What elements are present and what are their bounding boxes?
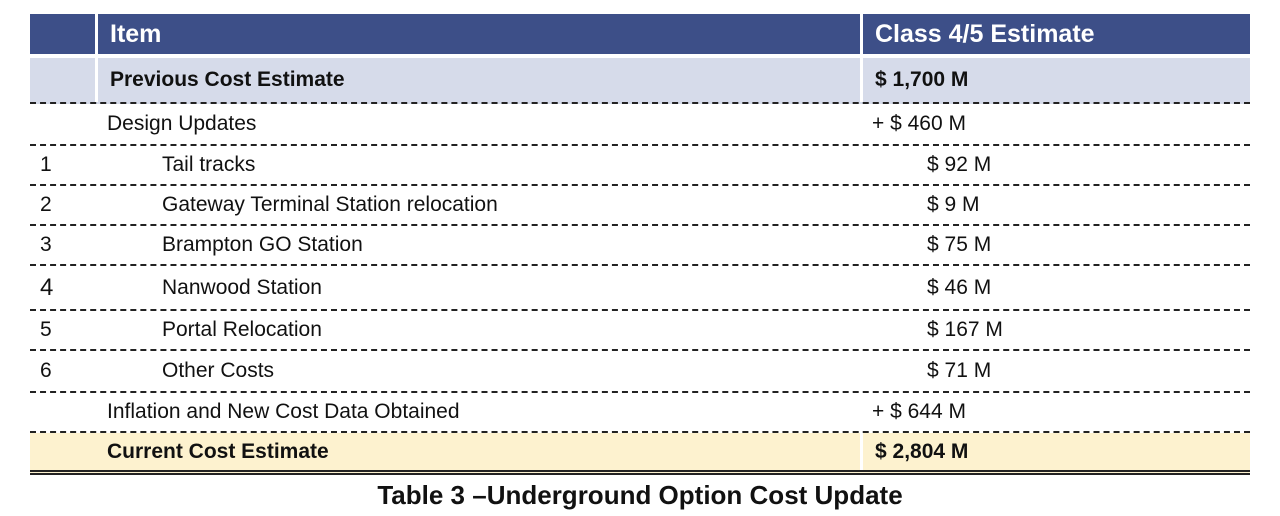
value-cell: $ 2,804 M xyxy=(860,433,1250,470)
table-row: 4 Nanwood Station $ 46 M xyxy=(30,266,1250,311)
table-row: 2 Gateway Terminal Station relocation $ … xyxy=(30,186,1250,226)
value-cell: $ 75 M xyxy=(927,233,992,256)
table-row: 3 Brampton GO Station $ 75 M xyxy=(30,226,1250,266)
value-cell: $ 71 M xyxy=(927,359,992,382)
value-cell: $ 92 M xyxy=(927,153,992,176)
value-cell: + $ 460 M xyxy=(872,112,966,135)
label-cell: Tail tracks xyxy=(162,153,256,176)
label-cell: Design Updates xyxy=(107,112,257,135)
num-cell: 6 xyxy=(40,359,52,382)
value-cell: $ 167 M xyxy=(927,318,1003,341)
design-updates-row: Design Updates + $ 460 M xyxy=(30,104,1250,146)
label-cell: Brampton GO Station xyxy=(162,233,363,256)
inflation-row: Inflation and New Cost Data Obtained + $… xyxy=(30,393,1250,433)
value-cell: $ 1,700 M xyxy=(860,58,1250,102)
label-cell: Nanwood Station xyxy=(162,275,322,299)
num-cell xyxy=(30,58,95,102)
label-cell: Portal Relocation xyxy=(162,318,322,341)
label-cell: Current Cost Estimate xyxy=(107,440,329,463)
table-row: 1 Tail tracks $ 92 M xyxy=(30,146,1250,186)
num-cell: 2 xyxy=(40,193,52,216)
table-row: 5 Portal Relocation $ 167 M xyxy=(30,311,1250,351)
table-header: Item Class 4/5 Estimate xyxy=(30,14,1250,54)
value-cell: $ 9 M xyxy=(927,193,980,216)
label-cell: Previous Cost Estimate xyxy=(95,58,860,102)
num-cell: 5 xyxy=(40,318,52,341)
table-row: 6 Other Costs $ 71 M xyxy=(30,351,1250,393)
header-num xyxy=(30,14,95,54)
num-cell: 4 xyxy=(40,273,54,301)
num-cell xyxy=(30,433,95,470)
value-cell: $ 46 M xyxy=(927,275,992,299)
table-caption: Table 3 –Underground Option Cost Update xyxy=(377,480,903,510)
previous-estimate-row: Previous Cost Estimate $ 1,700 M xyxy=(30,58,1250,104)
label-cell: Other Costs xyxy=(162,359,275,382)
num-cell: 1 xyxy=(40,153,52,176)
header-item: Item xyxy=(95,14,860,54)
num-cell: 3 xyxy=(40,233,52,256)
header-estimate: Class 4/5 Estimate xyxy=(860,14,1250,54)
label-cell: Gateway Terminal Station relocation xyxy=(162,193,498,216)
cost-update-table: Item Class 4/5 Estimate Previous Cost Es… xyxy=(30,14,1250,475)
label-cell: Inflation and New Cost Data Obtained xyxy=(107,400,460,423)
value-cell: + $ 644 M xyxy=(872,400,966,423)
current-estimate-row: Current Cost Estimate $ 2,804 M xyxy=(30,433,1250,475)
